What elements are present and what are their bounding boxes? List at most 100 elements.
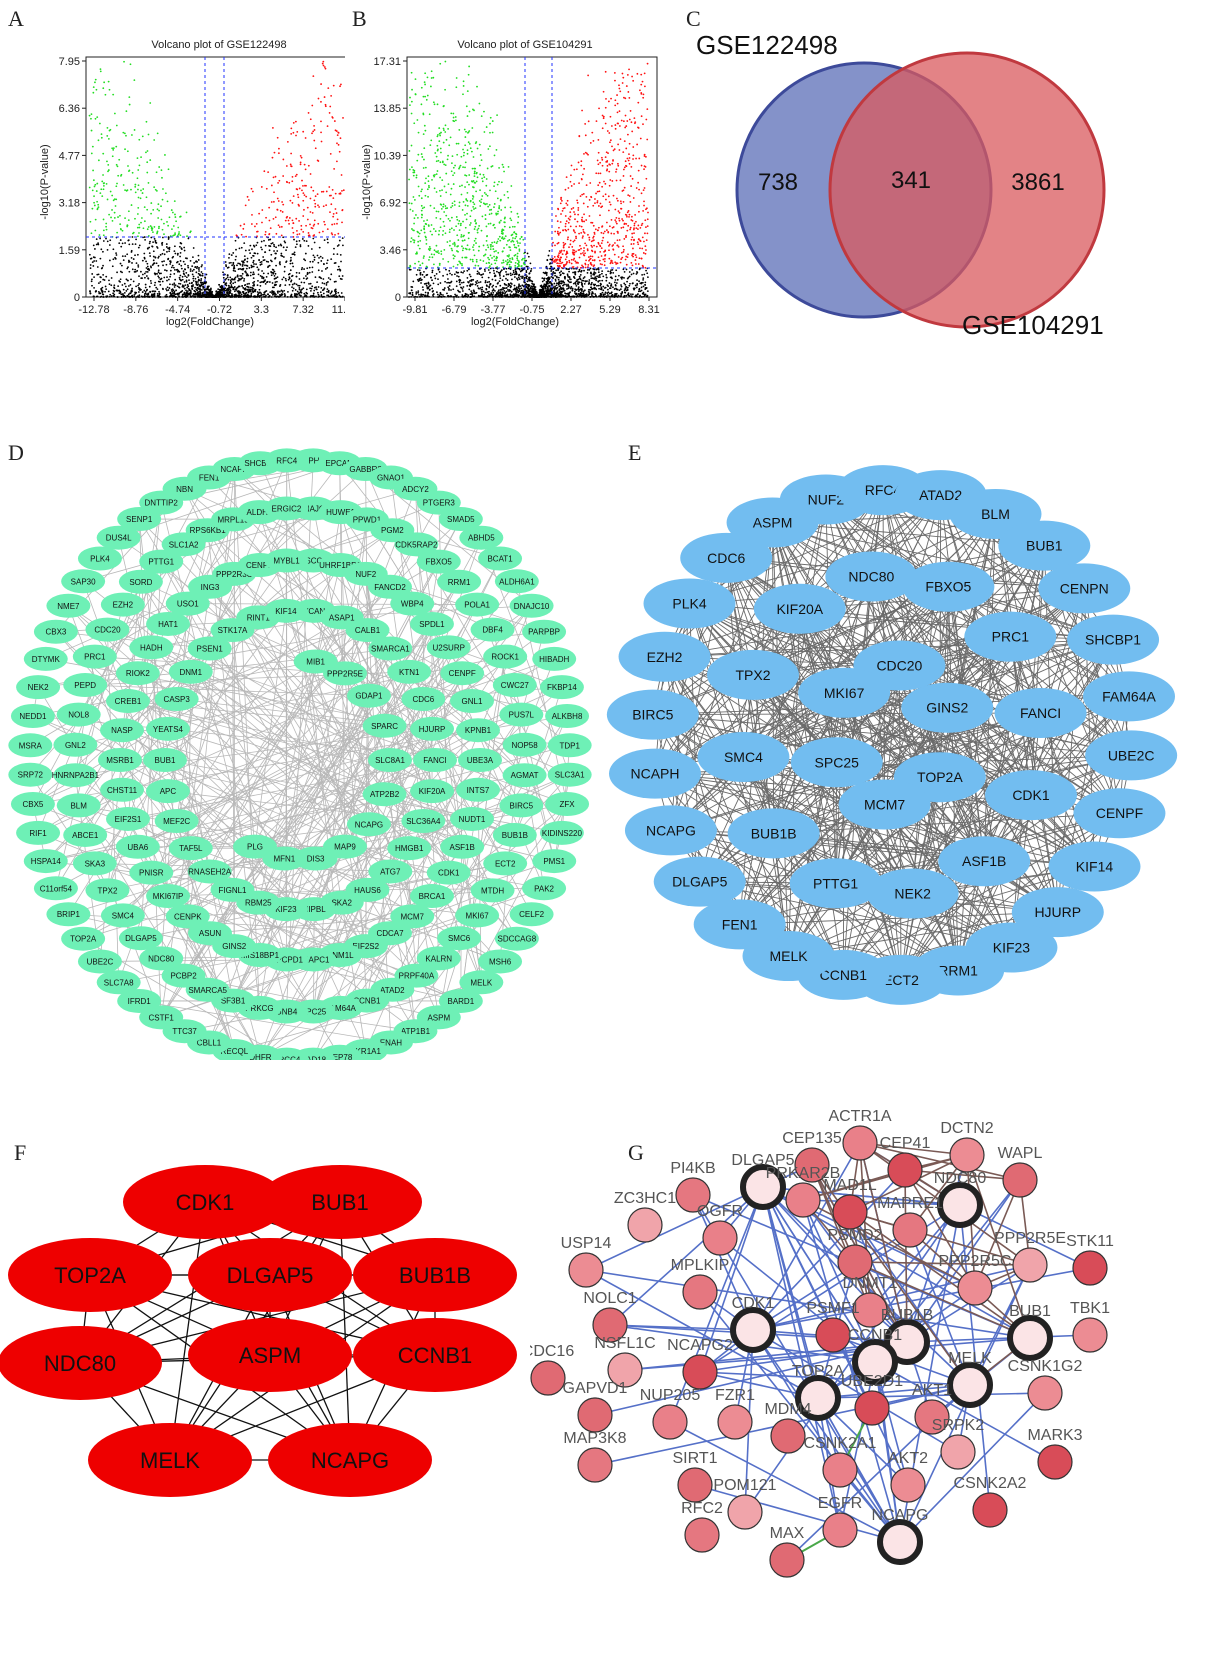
volcano-point	[607, 291, 610, 294]
volcano-point	[562, 207, 565, 210]
volcano-point	[118, 292, 121, 295]
volcano-point	[247, 199, 250, 201]
volcano-point	[502, 166, 505, 168]
volcano-point	[628, 118, 631, 121]
volcano-point	[224, 278, 227, 281]
volcano-point	[149, 290, 152, 293]
volcano-point	[623, 238, 626, 240]
volcano-point	[431, 287, 434, 290]
volcano-point	[443, 129, 445, 132]
volcano-point	[256, 252, 259, 255]
volcano-point	[514, 237, 517, 240]
volcano-point	[137, 264, 140, 267]
volcano-point	[100, 188, 103, 191]
volcano-point	[599, 172, 602, 175]
volcano-point	[298, 284, 301, 287]
volcano-point	[198, 285, 201, 287]
volcano-point	[516, 255, 519, 258]
volcano-point	[93, 201, 95, 204]
volcano-point	[569, 211, 572, 214]
volcano-point	[455, 280, 458, 283]
volcano-point	[511, 225, 514, 228]
volcano-point	[468, 183, 470, 186]
volcano-point	[637, 169, 640, 172]
volcano-point	[233, 264, 236, 267]
volcano-point	[599, 202, 602, 205]
volcano-point	[161, 252, 164, 255]
volcano-point	[267, 265, 270, 268]
volcano-point	[102, 152, 105, 155]
volcano-point	[328, 186, 331, 188]
volcano-point	[453, 200, 456, 203]
volcano-point	[460, 286, 463, 289]
volcano-point	[93, 295, 95, 298]
volcano-point	[142, 227, 145, 230]
volcano-point	[623, 186, 626, 189]
volcano-point	[608, 184, 611, 187]
volcano-point	[89, 264, 92, 266]
volcano-point	[572, 282, 575, 285]
volcano-point	[149, 255, 152, 257]
volcano-point	[119, 239, 122, 241]
volcano-point	[559, 221, 562, 223]
volcano-point	[299, 163, 302, 166]
volcano-point	[252, 259, 255, 262]
volcano-point	[516, 212, 519, 215]
volcano-point	[453, 204, 456, 206]
volcano-point	[631, 177, 634, 180]
volcano-point	[153, 272, 156, 275]
volcano-point	[241, 277, 244, 279]
volcano-point	[245, 267, 248, 270]
volcano-point	[467, 141, 470, 144]
volcano-point	[276, 276, 279, 279]
volcano-point	[600, 156, 603, 159]
volcano-point	[99, 192, 102, 195]
volcano-point	[458, 205, 461, 208]
volcano-point	[500, 269, 503, 272]
volcano-point	[638, 296, 641, 298]
volcano-point	[320, 260, 323, 262]
volcano-point	[337, 143, 340, 146]
volcano-point	[154, 239, 157, 242]
volcano-point	[205, 290, 208, 293]
volcano-point	[258, 288, 261, 291]
volcano-point	[630, 243, 633, 245]
volcano-point	[470, 150, 473, 153]
volcano-point	[132, 258, 135, 260]
volcano-point	[502, 238, 505, 240]
volcano-point	[480, 293, 483, 296]
volcano-point	[334, 289, 336, 291]
volcano-point	[102, 184, 105, 187]
volcano-point	[482, 273, 485, 275]
volcano-point	[262, 272, 265, 275]
volcano-point	[296, 233, 299, 236]
volcano-point	[244, 270, 247, 273]
volcano-point	[134, 217, 136, 220]
volcano-point	[328, 112, 331, 114]
volcano-point	[173, 282, 176, 285]
volcano-point	[560, 199, 563, 202]
volcano-point	[244, 249, 247, 252]
volcano-point	[111, 219, 114, 222]
volcano-point	[141, 273, 144, 276]
volcano-point	[123, 291, 126, 294]
volcano-point	[427, 292, 429, 295]
volcano-point	[619, 179, 622, 182]
volcano-point	[97, 273, 100, 276]
volcano-point	[272, 200, 275, 203]
volcano-point	[293, 251, 296, 254]
volcano-point	[152, 250, 155, 253]
volcano-point	[569, 291, 572, 294]
volcano-point	[127, 165, 129, 167]
volcano-point	[507, 196, 510, 199]
volcano-point	[309, 173, 312, 175]
volcano-point	[285, 249, 287, 252]
volcano-point	[163, 276, 166, 279]
volcano-point	[517, 221, 519, 224]
volcano-point	[632, 197, 635, 199]
volcano-point	[264, 282, 267, 285]
volcano-point	[626, 74, 629, 76]
volcano-point	[176, 252, 179, 255]
volcano-point	[420, 229, 423, 232]
volcano-point	[441, 189, 443, 192]
